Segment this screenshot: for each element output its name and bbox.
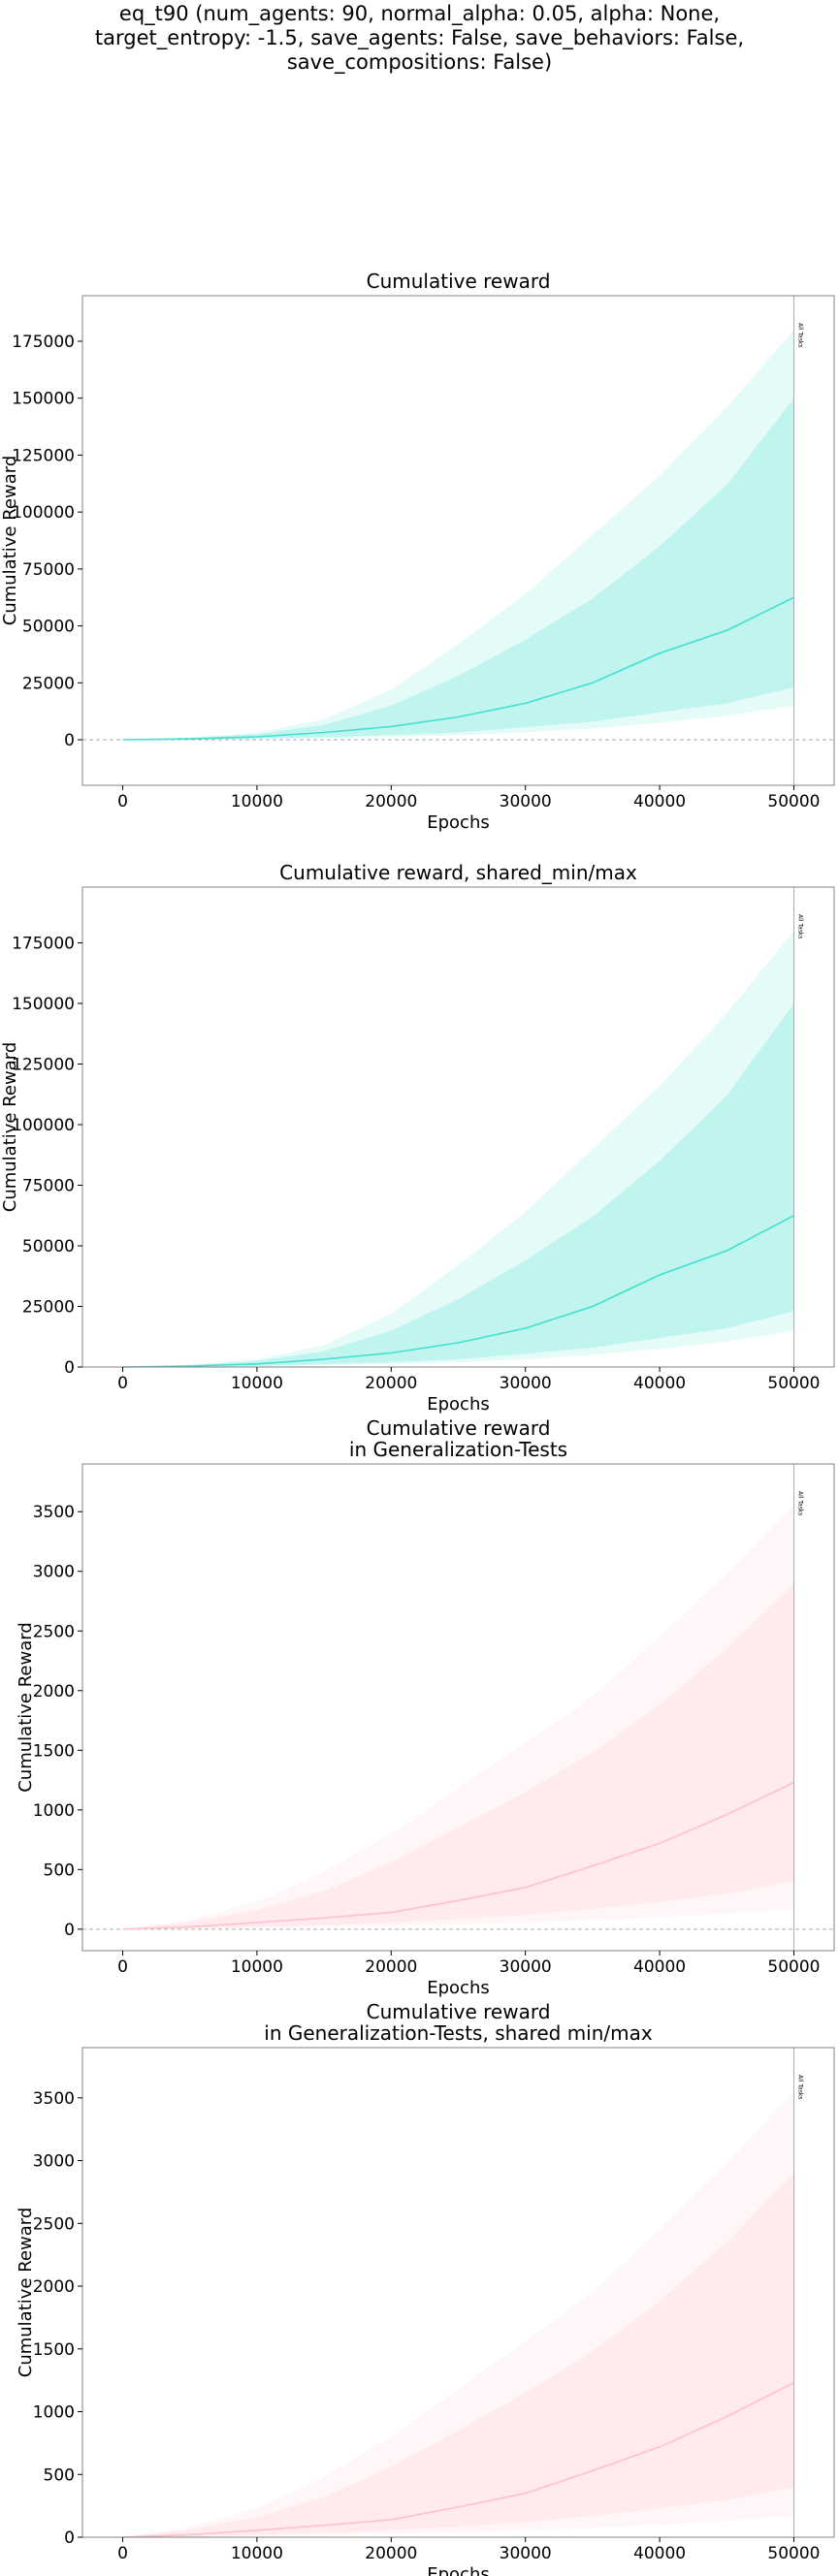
chart-title: in Generalization-Tests, shared min/max: [264, 2021, 653, 2045]
suptitle-line: target_entropy: -1.5, save_agents: False…: [94, 26, 745, 49]
y-tick-label: 100000: [12, 1116, 75, 1135]
y-tick-label: 1000: [33, 2403, 75, 2423]
y-tick-label: 125000: [12, 1056, 75, 1075]
y-axis-label: Cumulative Reward: [0, 456, 20, 626]
outer-band: [122, 931, 794, 1367]
y-axis-label: Cumulative Reward: [16, 2208, 36, 2378]
x-tick-label: 10000: [231, 792, 283, 811]
y-tick-label: 125000: [12, 446, 75, 465]
x-tick-label: 30000: [500, 2544, 552, 2563]
mean-line: [122, 1215, 794, 1368]
marker-label: All Tasks: [796, 1491, 803, 1515]
x-tick-label: 30000: [500, 792, 552, 811]
y-tick-label: 50000: [22, 618, 75, 637]
x-tick-label: 50000: [767, 792, 820, 811]
x-tick-label: 40000: [633, 2544, 686, 2563]
mean-line: [122, 2381, 794, 2538]
y-axis-label: Cumulative Reward: [0, 1042, 20, 1213]
y-tick-label: 0: [64, 1921, 75, 1940]
chart-2: All Tasks 0 10000 20000 30000 40000 50000 0 2500…: [0, 861, 835, 1415]
outer-band: [122, 1506, 794, 1929]
y-tick-label: 500: [44, 1860, 75, 1880]
outer-band: [122, 2091, 794, 2537]
chart-title: Cumulative reward: [367, 270, 551, 293]
y-tick-label: 150000: [12, 995, 75, 1014]
x-tick-label: 50000: [767, 2544, 820, 2563]
y-tick-label: 175000: [12, 333, 75, 352]
y-tick-label: 3500: [33, 2089, 75, 2109]
mean-line: [122, 596, 794, 741]
y-tick-label: 25000: [22, 674, 75, 693]
x-tick-label: 20000: [365, 1957, 417, 1977]
x-tick-label: 20000: [365, 2544, 417, 2563]
x-tick-label: 40000: [633, 1374, 686, 1393]
y-tick-label: 75000: [22, 560, 75, 580]
x-tick-label: 30000: [500, 1374, 552, 1393]
chart-title: Cumulative reward: [367, 1416, 551, 1440]
x-tick-label: 20000: [365, 792, 417, 811]
axes-frame: [81, 2047, 835, 2538]
y-tick-label: 1000: [33, 1801, 75, 1821]
y-tick-label: 3500: [33, 1503, 75, 1522]
x-tick-label: 0: [117, 792, 128, 811]
y-tick-label: 25000: [22, 1298, 75, 1318]
axes-frame: [81, 295, 835, 786]
y-tick-label: 1500: [33, 1741, 75, 1761]
x-axis-label: Epochs: [427, 2564, 490, 2576]
x-tick-label: 20000: [365, 1374, 417, 1393]
axes-frame: [81, 886, 835, 1368]
x-tick-label: 0: [117, 1374, 128, 1393]
mean-line: [122, 1781, 794, 1930]
y-tick-label: 500: [44, 2465, 75, 2485]
y-tick-label: 75000: [22, 1177, 75, 1196]
marker-label: All Tasks: [796, 2075, 803, 2099]
y-tick-label: 0: [64, 2528, 75, 2548]
x-tick-label: 10000: [231, 1374, 283, 1393]
chart-4: All Tasks 0 10000 20000 30000 40000 50000 0 500 1…: [16, 2000, 835, 2576]
y-tick-label: 100000: [12, 503, 75, 523]
y-tick-label: 175000: [12, 935, 75, 954]
axes-frame: [81, 1463, 835, 1952]
inner-band: [122, 1583, 794, 1929]
x-axis-label: Epochs: [427, 812, 490, 833]
y-tick-label: 2000: [33, 2277, 75, 2297]
y-tick-label: 3000: [33, 1563, 75, 1582]
outer-band: [122, 330, 794, 740]
chart-title: Cumulative reward: [367, 2000, 551, 2023]
chart-title: in Generalization-Tests: [349, 1438, 567, 1461]
x-tick-label: 0: [117, 1957, 128, 1977]
x-axis-label: Epochs: [427, 1394, 490, 1415]
inner-band: [122, 1003, 794, 1367]
x-tick-label: 50000: [767, 1374, 820, 1393]
y-tick-label: 0: [64, 731, 75, 750]
x-axis-label: Epochs: [427, 1978, 490, 1998]
y-tick-label: 0: [64, 1358, 75, 1378]
y-tick-label: 2500: [33, 2214, 75, 2234]
y-tick-label: 2500: [33, 1622, 75, 1641]
marker-label: All Tasks: [796, 914, 803, 938]
suptitle-line: save_compositions: False): [286, 50, 553, 74]
y-tick-label: 2000: [33, 1682, 75, 1701]
x-tick-label: 30000: [500, 1957, 552, 1977]
suptitle-line: eq_t90 (num_agents: 90, normal_alpha: 0.…: [118, 2, 721, 25]
x-tick-label: 50000: [767, 1957, 820, 1977]
inner-band: [122, 2173, 794, 2537]
x-tick-label: 40000: [633, 1957, 686, 1977]
marker-label: All Tasks: [796, 323, 803, 347]
chart-1: All Tasks 0 10000 20000 30000 40000 50000 0 2500…: [0, 270, 835, 833]
x-tick-label: 0: [117, 2544, 128, 2563]
y-tick-label: 50000: [22, 1237, 75, 1256]
chart-3: All Tasks 0 10000 20000 30000 40000 50000 0 500 1…: [16, 1416, 835, 1998]
x-tick-label: 40000: [633, 792, 686, 811]
y-tick-label: 3000: [33, 2152, 75, 2172]
x-tick-label: 10000: [231, 2544, 283, 2563]
figure-suptitle: eq_t90 (num_agents: 90, normal_alpha: 0.…: [0, 2, 839, 75]
inner-band: [122, 398, 794, 740]
chart-title: Cumulative reward, shared_min/max: [279, 861, 637, 884]
y-tick-label: 150000: [12, 390, 75, 409]
y-tick-label: 1500: [33, 2340, 75, 2360]
x-tick-label: 10000: [231, 1957, 283, 1977]
y-axis-label: Cumulative Reward: [16, 1622, 36, 1793]
